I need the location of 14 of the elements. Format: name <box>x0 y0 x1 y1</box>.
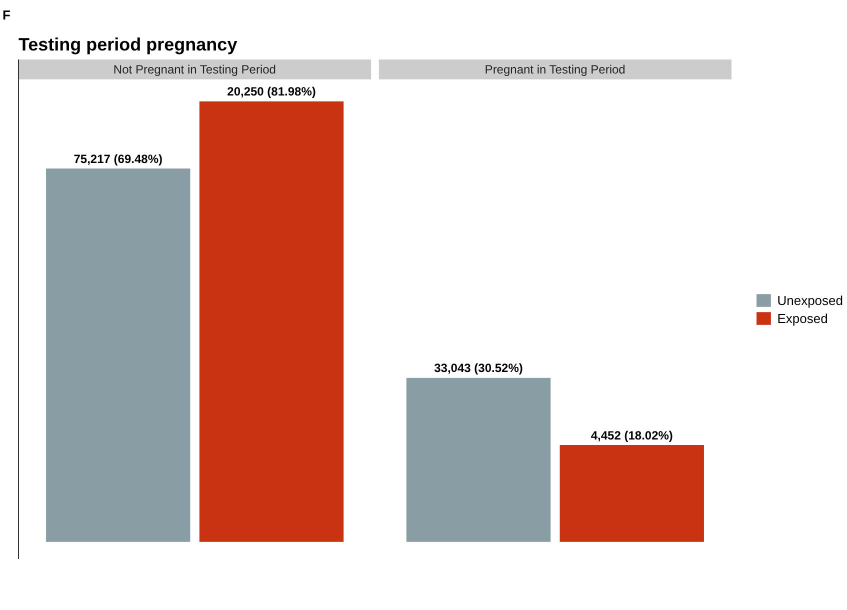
data-label: 33,043 (30.52%) <box>434 361 523 376</box>
bar <box>406 378 551 542</box>
bar <box>46 168 190 542</box>
data-label: 20,250 (81.98%) <box>227 84 316 99</box>
bar <box>199 101 344 542</box>
x-tick-label: Not Pregnant in Testing Period <box>113 62 276 76</box>
bar <box>560 445 704 542</box>
data-label: 75,217 (69.48%) <box>74 152 162 166</box>
data-label: 4,452 (18.02%) <box>590 428 673 442</box>
text: F <box>2 8 10 22</box>
legend-label: Unexposed <box>777 292 843 308</box>
x-tick-label: Pregnant in Testing Period <box>484 62 626 76</box>
chart-title: Testing period pregnancy <box>18 34 238 54</box>
legend-label: Exposed <box>777 310 828 326</box>
